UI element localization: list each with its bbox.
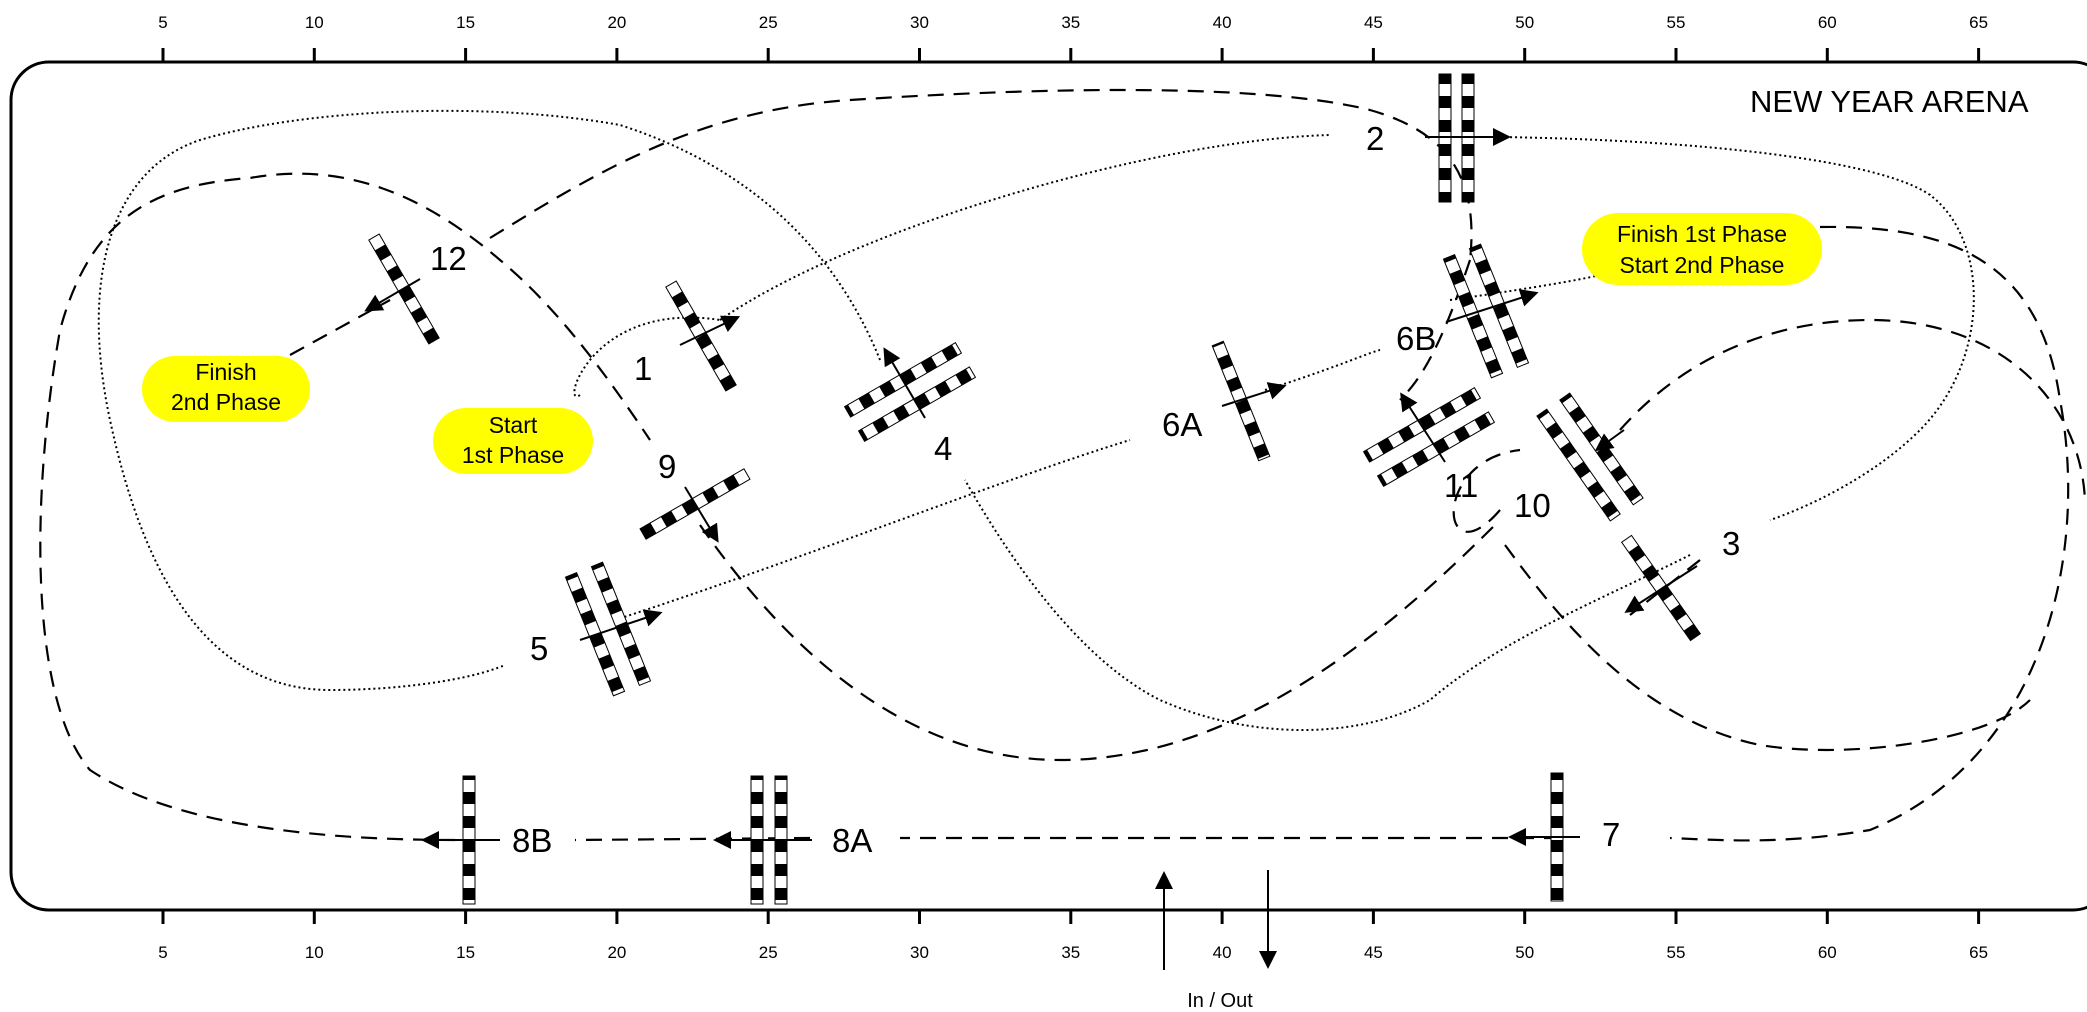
ruler-tick-label: 15 bbox=[456, 13, 475, 32]
label-start-1st-phase: Start 1st Phase bbox=[433, 408, 593, 474]
ruler-tick-label: 15 bbox=[456, 943, 475, 962]
label-finish-2nd-phase: Finish 2nd Phase bbox=[142, 356, 310, 422]
ruler-tick-label: 60 bbox=[1818, 13, 1837, 32]
fence-7 bbox=[1508, 772, 1580, 902]
fence-8b bbox=[421, 775, 500, 905]
ruler-tick-label: 10 bbox=[305, 13, 324, 32]
ruler-tick-label: 5 bbox=[158, 943, 167, 962]
fence-number-6a: 6A bbox=[1162, 406, 1202, 443]
fence-10 bbox=[1536, 392, 1644, 522]
fence-8a bbox=[713, 775, 812, 905]
ruler-tick-label: 30 bbox=[910, 943, 929, 962]
ruler-tick-label: 65 bbox=[1969, 943, 1988, 962]
fence-number-5: 5 bbox=[530, 630, 548, 667]
ruler-tick-label: 25 bbox=[759, 943, 778, 962]
ruler-tick-label: 35 bbox=[1061, 943, 1080, 962]
ruler-tick-label: 20 bbox=[607, 943, 626, 962]
fence-number-6b: 6B bbox=[1396, 320, 1436, 357]
ruler-tick-label: 25 bbox=[759, 13, 778, 32]
fence-number-8a: 8A bbox=[832, 822, 872, 859]
svg-text:Finish: Finish bbox=[195, 359, 256, 385]
svg-text:Finish 1st Phase: Finish 1st Phase bbox=[1617, 221, 1787, 247]
ruler-tick-label: 50 bbox=[1515, 943, 1534, 962]
arena-title: NEW YEAR ARENA bbox=[1750, 84, 2029, 119]
fence-3 bbox=[1620, 534, 1702, 642]
ruler-tick-label: 45 bbox=[1364, 13, 1383, 32]
fence-number-2: 2 bbox=[1366, 120, 1384, 157]
fence-number-3: 3 bbox=[1722, 525, 1740, 562]
svg-text:Start: Start bbox=[489, 412, 538, 438]
fence-6a bbox=[1211, 340, 1287, 462]
ruler-tick-label: 45 bbox=[1364, 943, 1383, 962]
svg-text:2nd Phase: 2nd Phase bbox=[171, 389, 281, 415]
fence-4 bbox=[843, 341, 977, 443]
ruler-tick-label: 40 bbox=[1213, 943, 1232, 962]
fence-numbers: 12 1 2 4 9 5 6A 6B 11 10 3 7 8A 8B bbox=[430, 120, 1740, 859]
bottom-ruler: 5 10 15 20 25 30 35 40 45 50 55 60 65 bbox=[158, 910, 1988, 962]
top-ruler: 5 10 15 20 25 30 35 40 45 50 55 60 65 bbox=[158, 13, 1988, 62]
fence-number-11: 11 bbox=[1444, 467, 1478, 504]
ruler-tick-label: 55 bbox=[1667, 943, 1686, 962]
fence-1 bbox=[665, 280, 741, 392]
svg-text:1st Phase: 1st Phase bbox=[462, 442, 564, 468]
ruler-tick-label: 5 bbox=[158, 13, 167, 32]
fence-5 bbox=[564, 561, 663, 697]
ruler-tick-label: 35 bbox=[1061, 13, 1080, 32]
fence-number-9: 9 bbox=[658, 448, 676, 485]
fence-number-10: 10 bbox=[1514, 487, 1551, 524]
fence-number-1: 1 bbox=[634, 350, 652, 387]
ruler-tick-label: 50 bbox=[1515, 13, 1534, 32]
ruler-tick-label: 40 bbox=[1213, 13, 1232, 32]
in-out-label: In / Out bbox=[1187, 990, 1253, 1012]
fence-6b bbox=[1442, 243, 1539, 379]
ruler-tick-label: 10 bbox=[305, 943, 324, 962]
fence-12 bbox=[364, 233, 440, 345]
ruler-tick-label: 55 bbox=[1667, 13, 1686, 32]
in-out-gate: In / Out bbox=[1155, 870, 1277, 1012]
ruler-tick-label: 60 bbox=[1818, 943, 1837, 962]
label-finish-1st-start-2nd: Finish 1st Phase Start 2nd Phase bbox=[1582, 213, 1822, 285]
fence-11 bbox=[1362, 386, 1496, 488]
fence-number-12: 12 bbox=[430, 240, 467, 277]
fence-number-7: 7 bbox=[1602, 816, 1620, 853]
ruler-tick-label: 20 bbox=[607, 13, 626, 32]
fence-9 bbox=[639, 468, 751, 543]
arena-border bbox=[9, 60, 2087, 912]
svg-text:Start 2nd Phase: Start 2nd Phase bbox=[1620, 252, 1785, 278]
ruler-tick-label: 30 bbox=[910, 13, 929, 32]
route-second-phase bbox=[39, 88, 2087, 842]
ruler-tick-label: 65 bbox=[1969, 13, 1988, 32]
fence-number-4: 4 bbox=[934, 430, 952, 467]
fence-2 bbox=[1425, 73, 1511, 203]
fence-number-8b: 8B bbox=[512, 822, 552, 859]
